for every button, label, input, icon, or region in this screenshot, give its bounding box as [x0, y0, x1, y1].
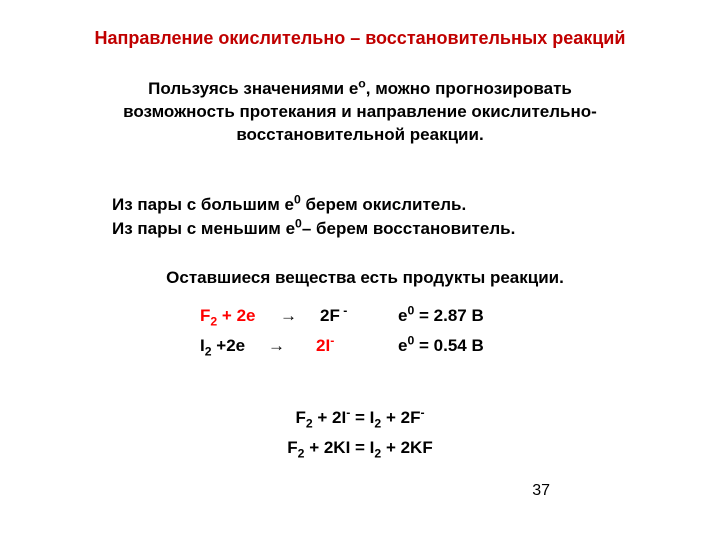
half-reaction-1-potential: e0 = 2.87 В: [398, 306, 484, 326]
half-reaction-2-left: I2 +2e: [200, 336, 245, 356]
half-reaction-1-left: F2 + 2e: [200, 306, 256, 326]
rule-oxidizer: Из пары с большим е0 берем окислитель.: [112, 193, 515, 217]
rules-block: Из пары с большим е0 берем окислитель. И…: [112, 193, 515, 241]
slide: Направление окислительно – восстановител…: [0, 0, 720, 540]
half-reaction-1-arrow: →: [280, 306, 297, 326]
page-number: 37: [532, 482, 550, 500]
slide-title: Направление окислительно – восстановител…: [0, 28, 720, 49]
half-reaction-2-potential: e0 = 0.54 В: [398, 336, 484, 356]
intro-paragraph: Пользуясь значениями ео, можно прогнозир…: [0, 78, 720, 147]
rule-reducer: Из пары с меньшим е0– берем восстановите…: [112, 217, 515, 241]
net-reaction-ionic: F2 + 2I- = I2 + 2F-: [0, 408, 720, 428]
net-reaction-molecular: F2 + 2KI = I2 + 2KF: [0, 438, 720, 458]
half-reaction-2-arrow: →: [268, 336, 285, 356]
half-reaction-1-right: 2F -: [320, 306, 347, 326]
remaining-substances: Оставшиеся вещества есть продукты реакци…: [0, 268, 720, 288]
half-reaction-2-right: 2I-: [316, 336, 334, 356]
